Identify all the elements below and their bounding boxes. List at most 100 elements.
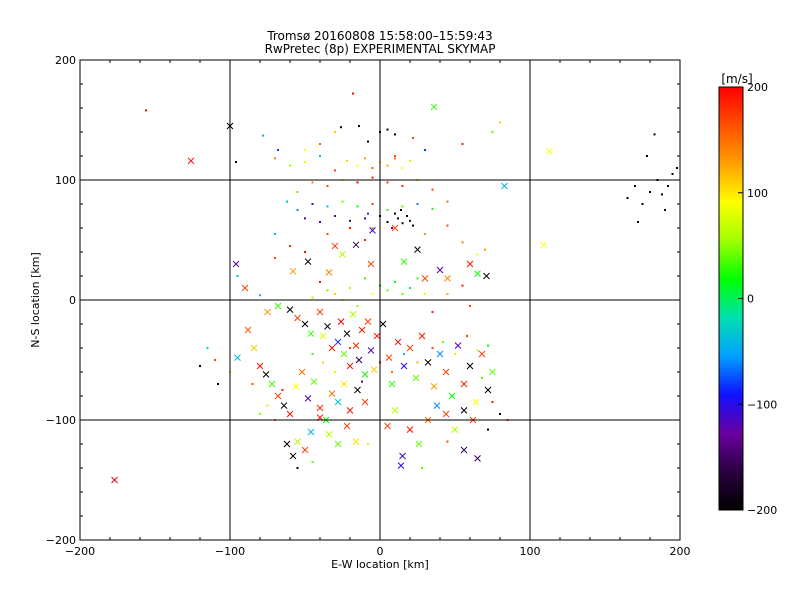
data-point-dot <box>311 353 314 355</box>
data-point-cross <box>346 407 354 414</box>
data-point-dot <box>641 203 644 205</box>
data-point-cross <box>367 347 375 354</box>
data-point-dot <box>289 245 291 247</box>
data-point-dot <box>364 157 366 160</box>
data-point-cross <box>444 275 451 282</box>
colorbar-tick-label: −200 <box>747 504 777 517</box>
data-point-cross <box>340 380 348 388</box>
data-point-dot <box>386 209 389 211</box>
data-point-dot <box>484 248 486 251</box>
data-point-dot <box>391 227 393 229</box>
x-axis: −200 −100 0 100 200 <box>65 60 691 558</box>
data-point-dot <box>446 224 449 227</box>
data-point-dot <box>371 293 374 295</box>
data-point-dot <box>296 467 299 469</box>
data-point-cross <box>325 269 333 276</box>
data-point-dot <box>274 157 276 160</box>
data-point-dot <box>286 200 288 203</box>
data-point-dot <box>326 205 329 208</box>
data-point-dot <box>367 443 369 445</box>
data-point-cross <box>484 386 492 394</box>
data-point-dot <box>236 275 239 277</box>
data-point-dot <box>424 149 426 151</box>
data-point-cross <box>301 446 309 454</box>
data-point-dot <box>296 191 299 193</box>
data-point-dot <box>442 341 444 343</box>
data-point-dot <box>334 131 336 133</box>
data-point-dot <box>676 167 678 169</box>
data-point-cross <box>501 182 508 190</box>
data-point-dot <box>356 205 359 208</box>
data-point-cross <box>460 446 468 454</box>
data-point-cross <box>352 438 360 445</box>
data-point-cross <box>421 275 429 282</box>
data-point-dot <box>281 389 284 391</box>
data-point-cross <box>472 398 480 406</box>
data-point-cross <box>430 103 438 111</box>
data-point-cross <box>379 320 387 328</box>
data-point-cross <box>339 251 346 258</box>
y-axis-label: N-S location [km] <box>29 252 42 348</box>
data-point-cross <box>232 260 240 268</box>
data-point-dot <box>319 155 321 157</box>
data-point-cross <box>310 378 318 385</box>
data-point-dot <box>274 233 276 235</box>
data-point-cross <box>340 350 348 358</box>
data-point-dot <box>386 181 389 184</box>
data-point-cross <box>415 440 423 448</box>
data-point-cross <box>388 380 396 388</box>
data-marks <box>111 92 678 484</box>
data-point-cross <box>331 242 339 250</box>
data-point-cross <box>391 407 399 414</box>
data-point-cross <box>328 344 336 352</box>
data-point-dot <box>304 149 306 151</box>
data-point-cross <box>111 476 118 484</box>
data-point-dot <box>476 349 479 352</box>
data-point-dot <box>412 224 414 227</box>
data-point-dot <box>199 365 201 367</box>
data-point-dot <box>206 347 209 349</box>
data-point-cross <box>268 380 276 388</box>
data-point-cross <box>289 267 297 275</box>
data-point-cross <box>354 386 361 394</box>
data-point-cross <box>400 258 408 265</box>
data-point-dot <box>322 361 324 364</box>
data-point-dot <box>487 428 489 431</box>
data-point-dot <box>340 126 342 129</box>
data-point-dot <box>476 253 479 256</box>
data-point-dot <box>304 251 306 253</box>
data-point-dot <box>319 281 321 283</box>
y-tick-label: −100 <box>46 414 76 427</box>
data-point-cross <box>474 270 481 277</box>
colorbar-label: [m/s] <box>721 72 752 86</box>
data-point-dot <box>499 413 501 415</box>
data-point-dot <box>289 164 291 167</box>
data-point-dot <box>311 181 314 184</box>
data-point-cross <box>436 350 444 358</box>
data-point-cross <box>289 452 297 460</box>
data-point-cross <box>361 371 369 378</box>
colorbar-tick-label: 200 <box>747 81 768 94</box>
data-point-cross <box>367 260 375 268</box>
data-point-dot <box>274 257 276 259</box>
data-point-dot <box>461 284 464 287</box>
data-point-cross <box>343 330 351 337</box>
data-point-dot <box>371 167 374 169</box>
data-point-cross <box>250 344 258 352</box>
data-point-cross <box>294 314 301 322</box>
grid-lines <box>80 60 680 540</box>
data-point-dot <box>326 233 329 235</box>
data-point-dot <box>454 353 456 355</box>
data-point-dot <box>394 281 396 283</box>
data-point-dot <box>341 200 344 203</box>
data-point-cross <box>436 266 444 274</box>
data-point-dot <box>334 169 336 172</box>
data-point-dot <box>262 134 264 137</box>
data-point-dot <box>416 203 419 205</box>
data-point-cross <box>466 260 474 268</box>
data-point-dot <box>394 157 396 160</box>
data-point-dot <box>401 185 404 187</box>
data-point-dot <box>416 361 419 364</box>
data-point-dot <box>367 140 369 143</box>
data-point-dot <box>406 215 408 217</box>
